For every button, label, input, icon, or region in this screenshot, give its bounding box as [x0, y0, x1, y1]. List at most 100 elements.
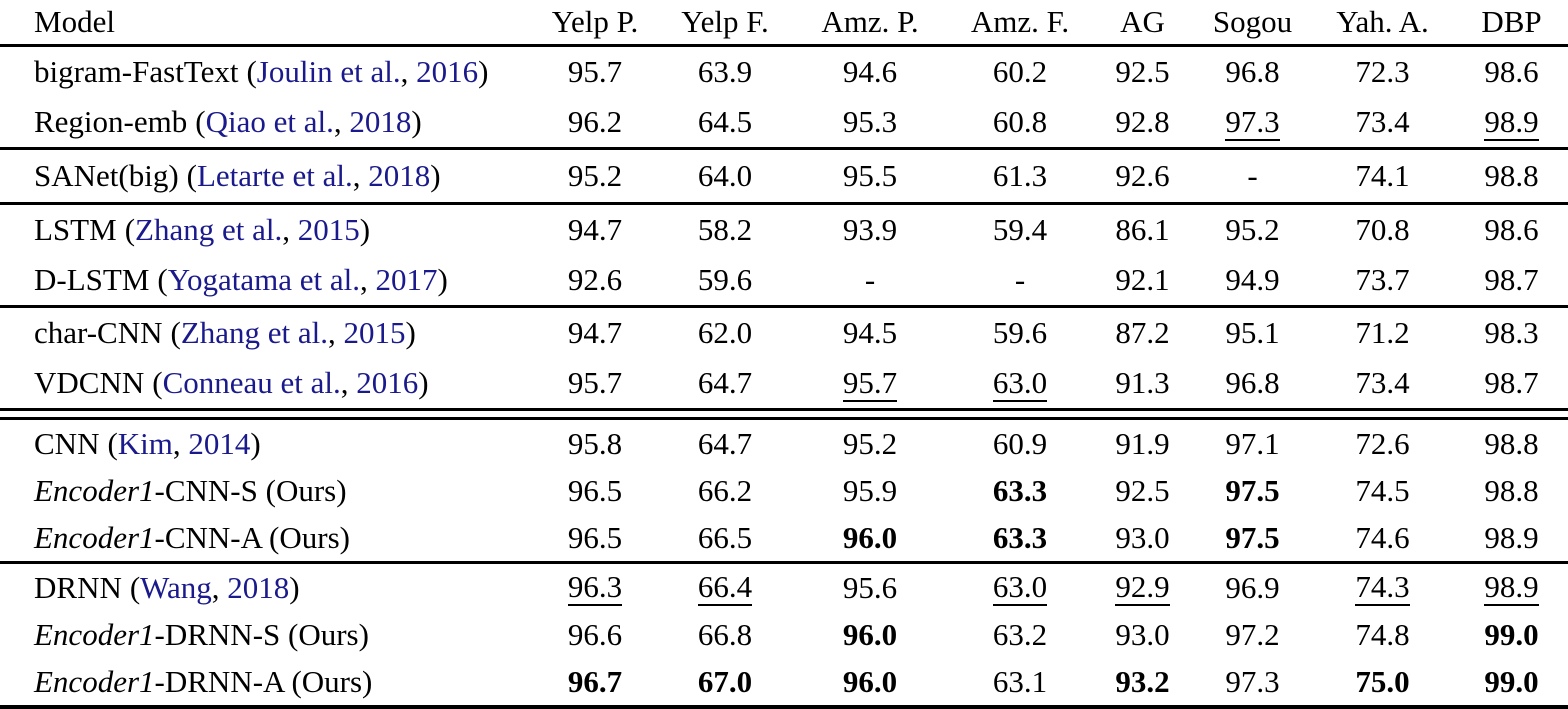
- model-name: -CNN-A (Ours): [154, 519, 350, 555]
- citation-link[interactable]: Conneau et al.: [162, 365, 341, 400]
- value-text: 70.8: [1355, 212, 1410, 247]
- value-cell: 97.1: [1195, 426, 1310, 462]
- table-row: Encoder1-DRNN-A (Ours) 96.7 67.0 96.0 63.1 93…: [0, 658, 1568, 705]
- value-text: 91.3: [1115, 365, 1170, 400]
- model-cell: Region-emb (Qiao et al., 2018): [0, 104, 530, 140]
- value-cell: 95.7: [790, 365, 950, 402]
- value-text: 73.4: [1355, 365, 1410, 400]
- citation-link[interactable]: Zhang et al.: [135, 212, 283, 247]
- value-text: 66.8: [697, 616, 753, 652]
- group-rule-double: [0, 408, 1568, 420]
- citation-year-link[interactable]: 2015: [297, 212, 360, 247]
- citation-year-link[interactable]: 2016: [356, 365, 419, 400]
- group-rule-single: [0, 202, 1568, 205]
- citation-year-link[interactable]: 2018: [349, 104, 412, 139]
- citation-link[interactable]: Yogatama et al.: [167, 262, 361, 297]
- paren-open: (: [157, 262, 168, 297]
- value-cell: -: [950, 262, 1090, 298]
- value-text: 95.5: [842, 158, 898, 193]
- citation-link[interactable]: Joulin et al.: [256, 54, 401, 89]
- value-text: 64.5: [697, 104, 753, 139]
- value-text: 59.6: [697, 262, 753, 297]
- value-cell: 63.3: [950, 473, 1090, 509]
- citation: (Wang, 2018): [130, 570, 300, 605]
- value-text: 98.9: [1484, 103, 1539, 141]
- citation-year-link[interactable]: 2018: [368, 158, 431, 193]
- value-cell: 98.6: [1455, 212, 1568, 248]
- value-text: 98.8: [1484, 472, 1539, 508]
- value-text: -: [1247, 158, 1258, 193]
- value-cell: 98.8: [1455, 158, 1568, 194]
- model-cell: Encoder1-CNN-S (Ours): [0, 473, 530, 509]
- value-cell: 91.9: [1090, 426, 1195, 462]
- value-text: 74.5: [1355, 472, 1410, 508]
- value-text: 94.6: [842, 54, 898, 89]
- value-cell: 93.9: [790, 212, 950, 248]
- value-text: 97.2: [1225, 616, 1280, 652]
- table-row: Encoder1-CNN-S (Ours) 96.5 66.2 95.9 63.3 92.…: [0, 467, 1568, 514]
- value-cell: 95.9: [790, 473, 950, 509]
- model-cell: VDCNN (Conneau et al., 2016): [0, 365, 530, 401]
- value-text: 96.8: [1225, 54, 1280, 89]
- paren-close: ): [359, 212, 371, 247]
- value-cell: 93.2: [1090, 664, 1195, 700]
- citation-link[interactable]: Zhang et al.: [180, 315, 329, 350]
- value-cell: 95.1: [1195, 315, 1310, 351]
- value-cell: 91.3: [1090, 365, 1195, 401]
- value-text: -: [1014, 262, 1026, 297]
- value-text: 73.4: [1355, 104, 1410, 139]
- table-row: char-CNN (Zhang et al., 2015) 94.7 62.0 94.5…: [0, 308, 1568, 358]
- value-cell: 63.0: [950, 569, 1090, 606]
- value-text: -: [864, 262, 876, 297]
- citation-link[interactable]: Kim: [117, 425, 173, 461]
- value-cell: 93.0: [1090, 520, 1195, 556]
- value-text: 98.8: [1484, 158, 1539, 193]
- citation-link[interactable]: Wang: [140, 569, 212, 605]
- model-cell: CNN (Kim, 2014): [0, 426, 530, 462]
- value-cell: 98.9: [1455, 520, 1568, 556]
- value-text: 98.7: [1484, 365, 1539, 400]
- citation-year-link[interactable]: 2017: [375, 262, 438, 297]
- value-text: 75.0: [1355, 663, 1410, 699]
- value-cell: 96.2: [530, 104, 660, 140]
- value-cell: 96.5: [530, 520, 660, 556]
- paren-close: ): [411, 104, 422, 139]
- model-cell: D-LSTM (Yogatama et al., 2017): [0, 262, 530, 298]
- cite-separator: ,: [340, 365, 357, 400]
- value-cell: 92.8: [1090, 104, 1195, 140]
- value-cell: 92.5: [1090, 54, 1195, 90]
- model-name: Region-emb: [34, 104, 188, 139]
- value-text: 97.3: [1225, 103, 1280, 141]
- citation-year-link[interactable]: 2014: [188, 425, 251, 461]
- value-text: 95.7: [567, 54, 623, 89]
- value-text: 95.8: [567, 425, 623, 461]
- model-name-italic: Encoder1: [34, 472, 155, 508]
- paren-close: ): [250, 425, 261, 461]
- header-row: Model Yelp P. Yelp F. Amz. P. Amz. F. AG Sogou…: [0, 0, 1568, 44]
- paren-close: ): [405, 315, 416, 350]
- citation-year-link[interactable]: 2018: [227, 569, 290, 605]
- paren-open: (: [195, 104, 206, 139]
- value-text: 74.3: [1355, 569, 1410, 606]
- model-name: -DRNN-S (Ours): [154, 616, 369, 652]
- cite-separator: ,: [352, 158, 369, 193]
- citation-link[interactable]: Letarte et al.: [196, 158, 353, 193]
- column-header: Amz. F.: [970, 4, 1070, 39]
- table-row: LSTM (Zhang et al., 2015) 94.7 58.2 93.9 59.4…: [0, 205, 1568, 255]
- row-group: CNN (Kim, 2014) 95.8 64.7 95.2 60.9 91.9 97.1 72…: [0, 420, 1568, 561]
- value-cell: 95.2: [790, 426, 950, 462]
- citation-link[interactable]: Qiao et al.: [205, 104, 334, 139]
- value-text: 98.6: [1484, 54, 1539, 89]
- value-cell: 61.3: [950, 158, 1090, 194]
- value-cell: 62.0: [660, 315, 790, 351]
- value-text: 95.3: [842, 104, 898, 139]
- value-cell: 96.0: [790, 520, 950, 556]
- value-text: 74.1: [1355, 158, 1410, 193]
- value-text: 71.2: [1355, 315, 1410, 350]
- cite-separator: ,: [211, 569, 228, 605]
- citation-year-link[interactable]: 2016: [416, 54, 479, 89]
- paren-open: (: [129, 569, 141, 605]
- value-cell: 66.8: [660, 617, 790, 653]
- value-text: 95.7: [567, 365, 623, 400]
- citation-year-link[interactable]: 2015: [343, 315, 406, 350]
